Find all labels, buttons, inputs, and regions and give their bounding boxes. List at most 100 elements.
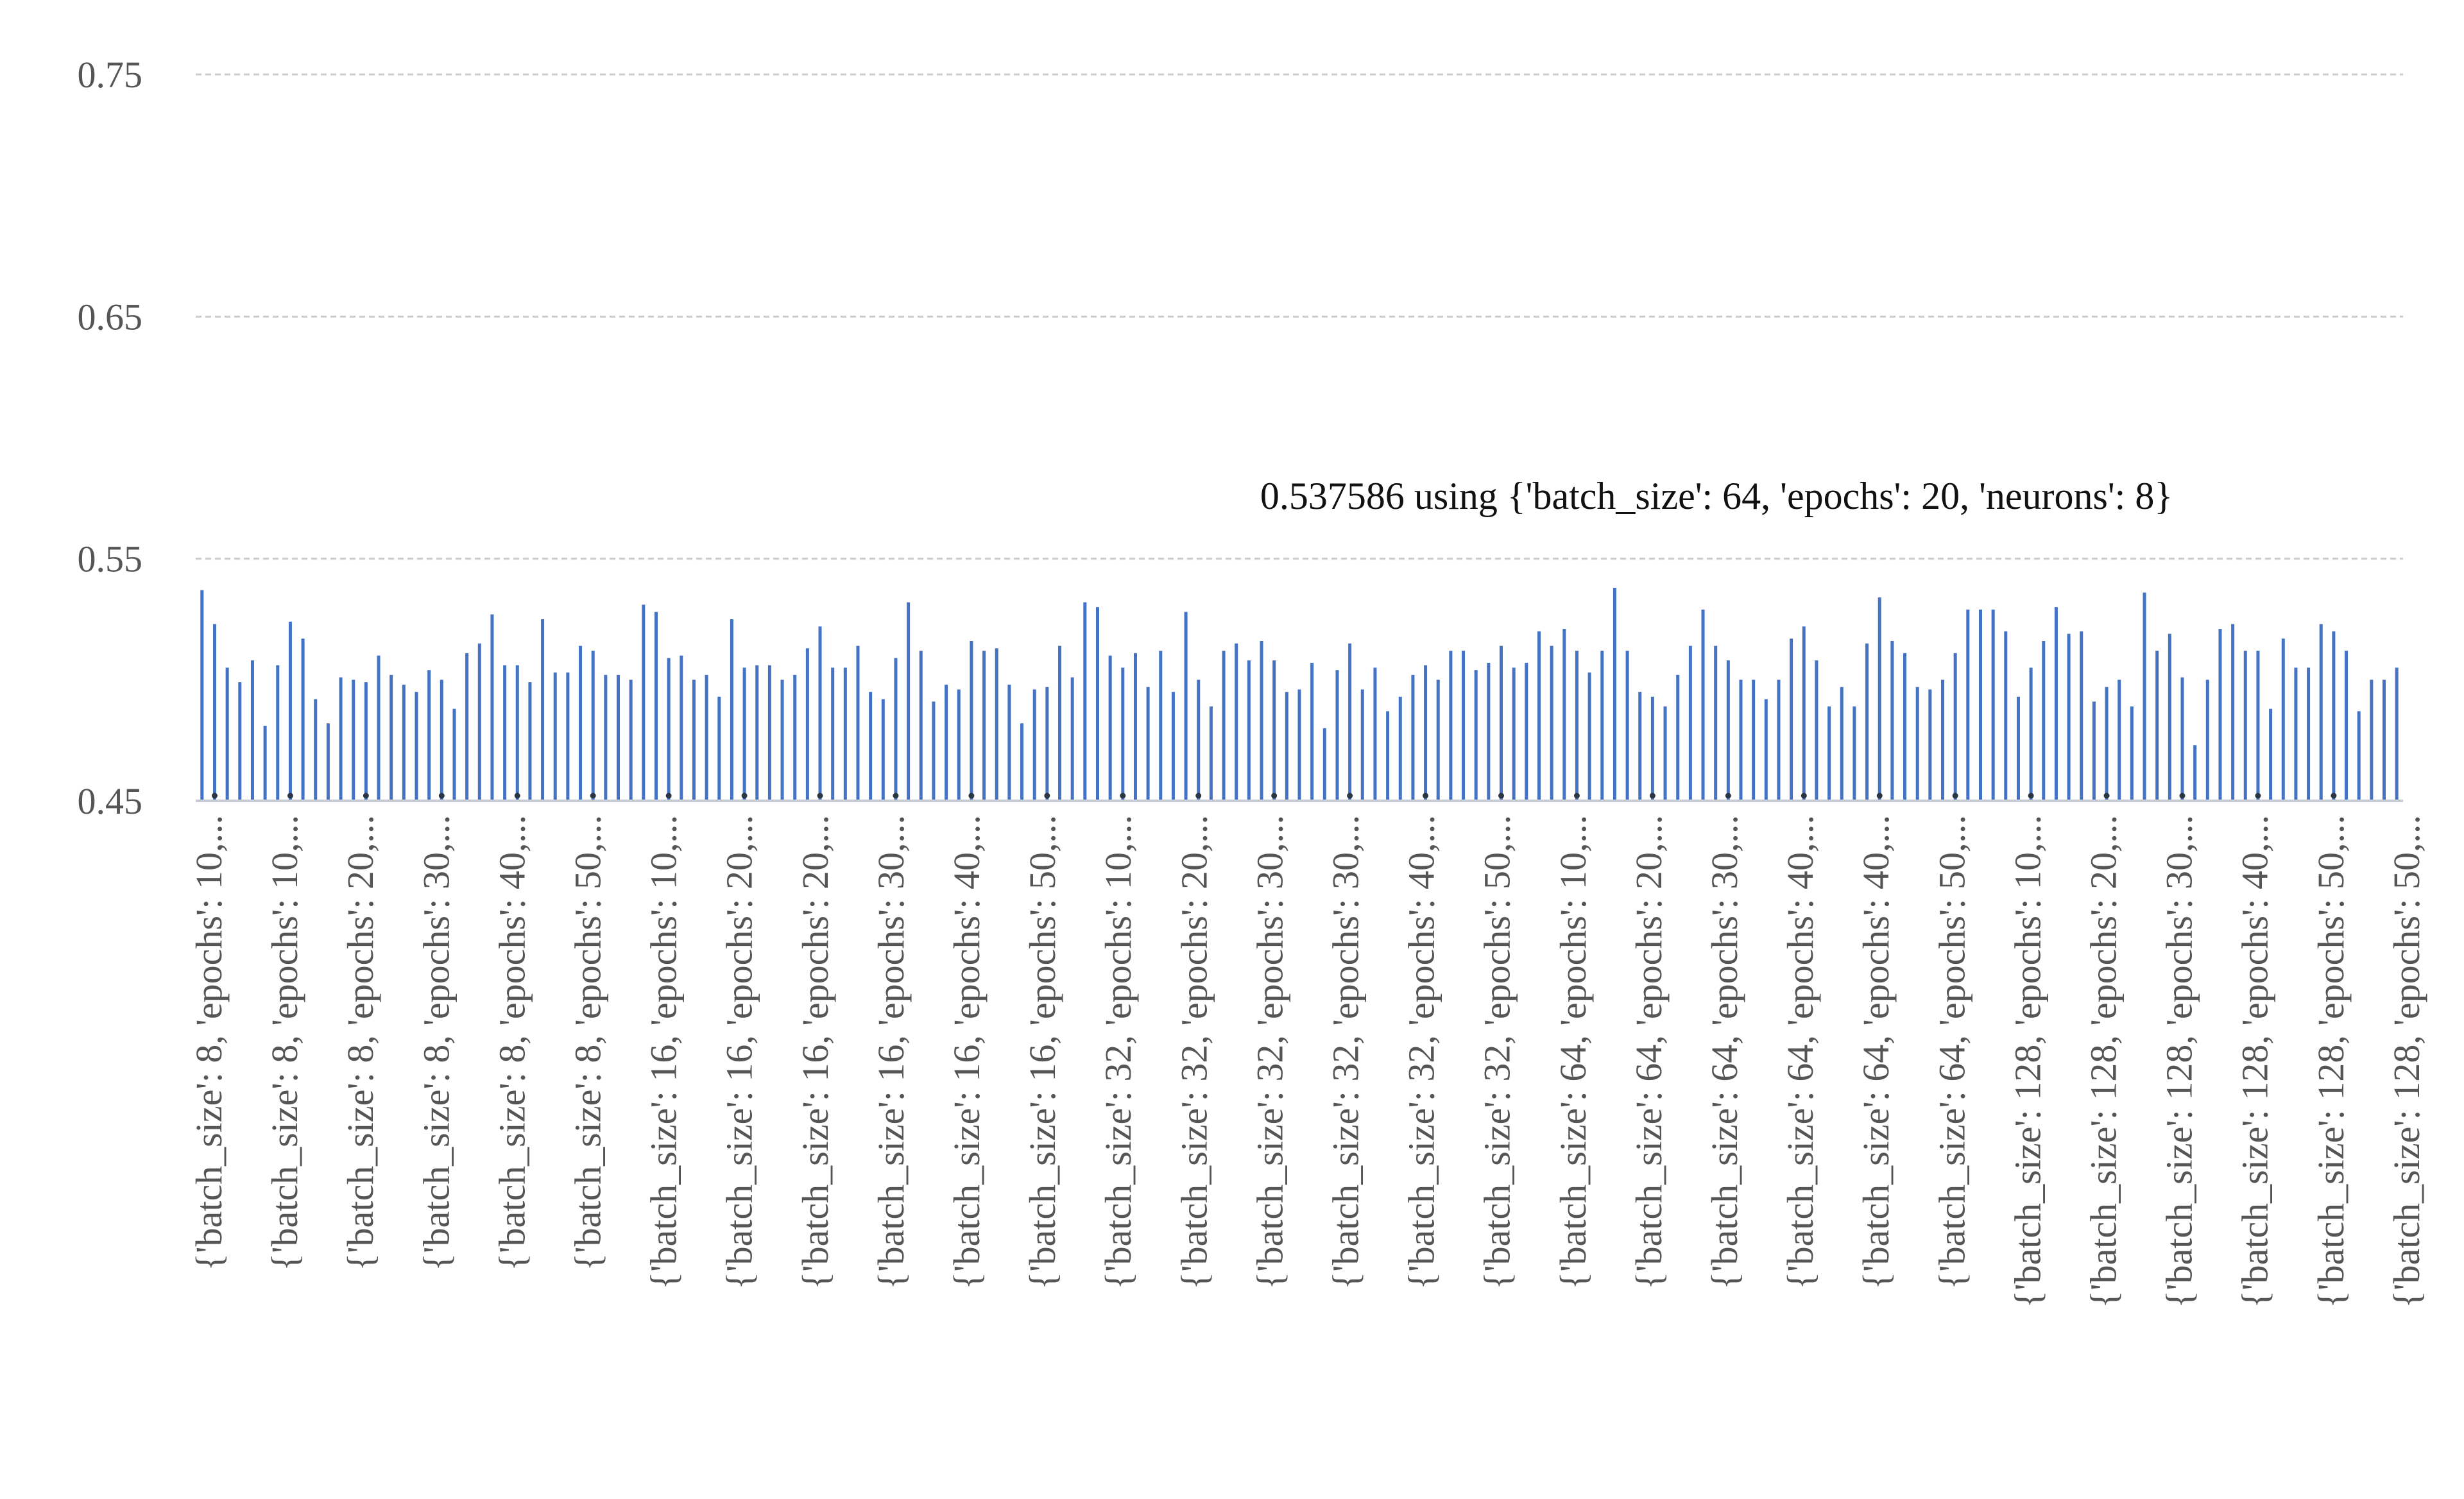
- bar: [2256, 651, 2260, 801]
- bar: [1197, 680, 1201, 801]
- bar: [1562, 629, 1566, 801]
- bar: [2395, 667, 2399, 801]
- bar: [2016, 696, 2020, 801]
- bar: [1512, 667, 1516, 801]
- bar: [263, 726, 267, 801]
- bar: [1310, 662, 1314, 801]
- x-tick-label: {'batch_size': 32, 'epochs': 40,...: [1401, 815, 1442, 1290]
- bar: [1487, 662, 1491, 801]
- bar: [705, 674, 708, 801]
- bar: [402, 684, 406, 801]
- bar: [427, 670, 431, 801]
- x-tick-label: {'batch_size': 16, 'epochs': 40,...: [946, 815, 988, 1290]
- bar: [1688, 646, 1692, 801]
- y-tick-label: 0.45: [78, 780, 143, 822]
- bar: [2269, 708, 2273, 801]
- bar: [2004, 631, 2008, 801]
- bar: [276, 665, 280, 801]
- bar: [2193, 745, 2197, 801]
- bar: [1032, 689, 1036, 801]
- bar: [1386, 711, 1390, 801]
- bar: [1739, 680, 1743, 801]
- bar: [1335, 670, 1339, 801]
- bar: [1827, 706, 1831, 801]
- bar: [881, 699, 885, 801]
- bar-base-dot: [2255, 792, 2261, 799]
- bar-base-dot: [2179, 792, 2186, 799]
- bar: [1121, 667, 1125, 801]
- x-tick-label: {'batch_size': 8, 'epochs': 40,...: [491, 815, 533, 1271]
- x-tick-label: {'batch_size': 64, 'epochs': 50,...: [1931, 815, 1972, 1290]
- bar: [1045, 687, 1049, 801]
- bar: [2243, 651, 2247, 801]
- bar: [1953, 653, 1957, 801]
- bar-base-dot: [1271, 792, 1278, 799]
- bar: [2218, 629, 2222, 801]
- x-tick-label: {'batch_size': 8, 'epochs': 30,...: [415, 815, 457, 1271]
- bar: [1991, 609, 1995, 801]
- bar: [591, 651, 595, 801]
- x-tick-label: {'batch_size': 64, 'epochs': 40,...: [1779, 815, 1821, 1290]
- bar: [2332, 631, 2336, 801]
- bar: [415, 692, 418, 801]
- bar: [1650, 696, 1654, 801]
- bar: [465, 653, 469, 801]
- x-tick-label: {'batch_size': 8, 'epochs': 10,...: [264, 815, 305, 1271]
- bar: [1638, 692, 1642, 801]
- bar: [667, 658, 671, 801]
- bar: [440, 680, 443, 801]
- bar: [1083, 602, 1087, 801]
- x-tick-label: {'batch_size': 128, 'epochs': 30,...: [2159, 815, 2200, 1308]
- bar: [2281, 638, 2285, 801]
- bar: [1587, 672, 1591, 801]
- bar: [1449, 651, 1453, 801]
- bar: [1007, 684, 1011, 801]
- bar: [856, 646, 860, 801]
- bar-base-dot: [1498, 792, 1505, 799]
- bar: [831, 667, 835, 801]
- bar: [1903, 653, 1907, 801]
- x-tick-label: {'batch_size': 16, 'epochs': 50,...: [1022, 815, 1063, 1290]
- bar-base-dot: [1952, 792, 1958, 799]
- bar: [945, 684, 948, 801]
- bar: [629, 680, 633, 801]
- bar: [1348, 643, 1352, 801]
- bar: [326, 723, 330, 801]
- bar: [957, 689, 961, 801]
- bar-base-dot: [1876, 792, 1883, 799]
- bar: [490, 614, 494, 801]
- bar: [692, 680, 696, 801]
- bar: [1663, 706, 1667, 801]
- bar: [1159, 651, 1163, 801]
- bar: [818, 626, 822, 801]
- bar: [1247, 660, 1251, 801]
- x-tick-label: {'batch_size': 16, 'epochs': 20,...: [719, 815, 760, 1290]
- bar-base-dot: [665, 792, 672, 799]
- bar: [2307, 667, 2311, 801]
- bar-base-dot: [1044, 792, 1050, 799]
- bar-base-dot: [1725, 792, 1731, 799]
- bar: [995, 648, 998, 801]
- bar: [2143, 592, 2146, 801]
- bar: [1852, 706, 1856, 801]
- bar: [755, 665, 759, 801]
- bar: [2357, 711, 2361, 801]
- bar: [2294, 667, 2298, 801]
- bar: [288, 621, 292, 801]
- bar: [1424, 665, 1428, 801]
- bar: [2118, 680, 2121, 801]
- bar: [780, 680, 784, 801]
- bar: [982, 651, 986, 801]
- bar: [566, 672, 570, 801]
- bar: [1676, 674, 1680, 801]
- bar-base-dot: [438, 792, 445, 799]
- bar: [528, 682, 532, 801]
- bar: [1941, 680, 1945, 801]
- bar: [1537, 631, 1541, 801]
- x-tick-label: {'batch_size': 16, 'epochs': 20,...: [794, 815, 836, 1290]
- bar-base-dot: [211, 792, 218, 799]
- bar: [238, 682, 242, 801]
- bar: [553, 672, 557, 801]
- bar-base-dot: [1195, 792, 1202, 799]
- bar: [377, 655, 381, 801]
